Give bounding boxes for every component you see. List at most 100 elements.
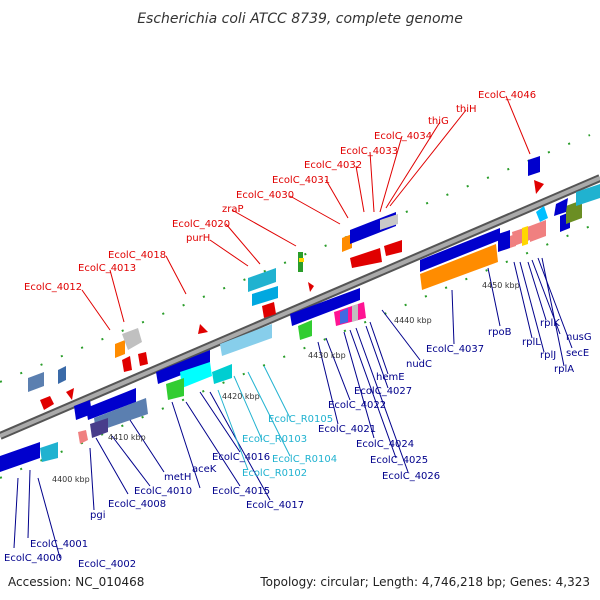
gene-label: pgi	[90, 510, 105, 521]
gene-label: rplK	[540, 318, 560, 329]
gene-label: EcolC_R0102	[242, 468, 307, 479]
gene-label: EcolC_4015	[212, 486, 270, 497]
gene-label: EcolC_4008	[108, 499, 166, 510]
gene-label: EcolC_4020	[172, 219, 230, 230]
kbp-tick-label: 4410 kbp	[108, 433, 146, 442]
gene-feature	[566, 200, 582, 224]
red-leaders	[81, 95, 531, 331]
gene-label: EcolC_R0103	[242, 434, 307, 445]
gene-label: EcolC_4046	[478, 90, 536, 101]
gene-feature	[28, 372, 44, 392]
gene-feature	[534, 180, 544, 194]
gene-label: thiH	[456, 104, 477, 115]
gene-feature	[342, 234, 352, 252]
gene-feature	[420, 228, 500, 272]
gene-label: rplA	[554, 364, 574, 375]
cyan-leaders	[217, 365, 291, 471]
gene-feature	[220, 324, 272, 356]
gene-feature	[384, 240, 402, 256]
gene-label: EcolC_4021	[318, 424, 376, 435]
gene-label: rplL	[522, 337, 541, 348]
gene-label: EcolC_4018	[108, 250, 166, 261]
gene-label: thiG	[428, 116, 449, 127]
lower-strand-features	[0, 288, 366, 472]
gene-label: EcolC_4031	[272, 175, 330, 186]
kbp-ticks: 4400 kbp 4410 kbp 4420 kbp 4430 kbp 4440…	[52, 281, 520, 484]
gene-feature	[40, 442, 58, 462]
red-gene-labels: EcolC_4012 EcolC_4013 EcolC_4018 purH Ec…	[24, 90, 536, 293]
topology-text: Topology: circular; Length: 4,746,218 bp…	[259, 575, 590, 589]
gene-label: EcolC_4010	[134, 486, 192, 497]
gene-feature	[198, 324, 208, 334]
kbp-tick-label: 4400 kbp	[52, 475, 90, 484]
blue-gene-labels: EcolC_4000 EcolC_4001 EcolC_4002 pgi Eco…	[4, 318, 592, 570]
gene-label: hemE	[376, 372, 405, 383]
gene-label: rplJ	[540, 350, 556, 361]
gene-feature	[252, 286, 278, 306]
gene-label: EcolC_4037	[426, 344, 484, 355]
gene-label: EcolC_4032	[304, 160, 362, 171]
gene-feature	[350, 212, 396, 244]
gene-label: EcolC_4030	[236, 190, 294, 201]
gene-feature	[138, 352, 148, 366]
gene-feature	[290, 288, 360, 326]
gene-feature	[122, 328, 142, 350]
gene-label: EcolC_4034	[374, 131, 432, 142]
gene-label: EcolC_4026	[382, 471, 440, 482]
gene-label: EcolC_4024	[356, 439, 414, 450]
gene-label: secE	[566, 348, 589, 359]
gene-feature	[352, 304, 358, 322]
map-title: Escherichia coli ATCC 8739, complete gen…	[137, 11, 463, 27]
gene-feature	[340, 308, 348, 324]
gene-feature	[0, 442, 40, 472]
gene-label: EcolC_4001	[30, 539, 88, 550]
gene-label: EcolC_4013	[78, 263, 136, 274]
gene-feature	[380, 214, 398, 230]
gene-feature	[298, 320, 312, 340]
upper-strand-features	[28, 156, 600, 410]
gene-feature	[308, 282, 314, 292]
gene-label: nusG	[566, 332, 592, 343]
gene-label: zraP	[222, 204, 244, 215]
gene-label: EcolC_4017	[246, 500, 304, 511]
gene-feature	[248, 268, 276, 292]
gene-feature	[78, 430, 88, 444]
gene-feature	[554, 198, 568, 216]
gene-feature	[86, 388, 136, 420]
gene-label: aceK	[192, 464, 217, 475]
gene-label: EcolC_4000	[4, 553, 62, 564]
blue-leaders	[13, 257, 573, 559]
gene-label: rpoB	[488, 327, 512, 338]
gene-label: EcolC_R0104	[272, 454, 337, 465]
gene-feature	[66, 388, 74, 400]
gene-feature	[180, 362, 212, 388]
gene-feature	[350, 248, 382, 268]
gene-feature	[40, 396, 54, 410]
gene-feature	[262, 302, 276, 318]
gene-label: EcolC_4022	[328, 400, 386, 411]
gene-label: EcolC_4012	[24, 282, 82, 293]
gene-feature	[58, 366, 66, 384]
gene-feature	[115, 340, 125, 358]
gene-label: purH	[186, 233, 210, 244]
gene-label: EcolC_R0105	[268, 414, 333, 425]
gene-label: EcolC_4025	[370, 455, 428, 466]
gene-label: EcolC_4027	[354, 386, 412, 397]
gene-feature	[122, 356, 132, 372]
gene-label: nudC	[406, 359, 432, 370]
kbp-tick-label: 4450 kbp	[482, 281, 520, 290]
gene-feature	[522, 226, 528, 246]
gene-feature	[530, 220, 546, 242]
gene-feature	[498, 230, 510, 252]
kbp-tick-label: 4420 kbp	[222, 392, 260, 401]
gene-label: EcolC_4033	[340, 146, 398, 157]
gene-label: EcolC_4016	[212, 452, 270, 463]
gene-feature	[528, 156, 540, 176]
gene-label: EcolC_4002	[78, 559, 136, 570]
accession-text: Accession: NC_010468	[8, 575, 144, 589]
cyan-gene-labels: EcolC_R0102 EcolC_R0103 EcolC_R0104 Ecol…	[242, 414, 337, 479]
kbp-tick-label: 4440 kbp	[394, 316, 432, 325]
gene-feature	[299, 258, 304, 262]
genome-backbone	[0, 174, 600, 440]
